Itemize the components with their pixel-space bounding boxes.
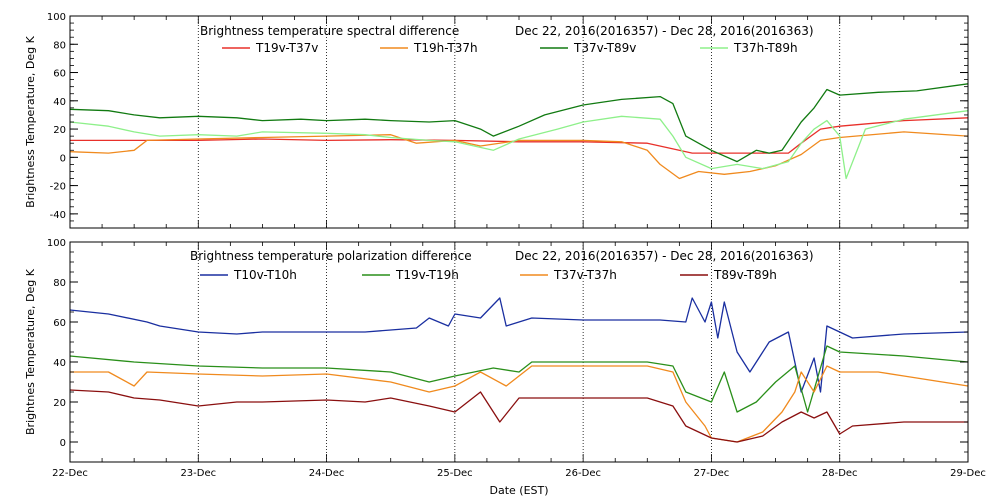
chart-title: Brightness temperature polarization diff… xyxy=(190,249,472,263)
legend-label: T19v-T37v xyxy=(255,41,318,55)
legend-label: T19v-T19h xyxy=(395,268,459,282)
y-axis-label: Brightness Temperature, Deg K xyxy=(24,35,37,207)
y-tick-label: 100 xyxy=(47,238,66,249)
y-tick-label: 40 xyxy=(53,97,66,108)
x-tick-label: 24-Dec xyxy=(309,468,345,479)
panel-2: 100 80 60 40 20 0 22-Dec 23-Dec 24-Dec 25-Dec 26-D… xyxy=(24,238,986,497)
series-line-2 xyxy=(69,131,969,180)
series-line-4 xyxy=(69,389,968,443)
y-tick-label: 20 xyxy=(53,125,66,136)
chart-date-range: Dec 22, 2016(2016357) - Dec 28, 2016(201… xyxy=(515,249,814,263)
y-tick-label: 0 xyxy=(60,153,66,164)
y-tick-label: 80 xyxy=(53,278,66,289)
y-tick-label: 80 xyxy=(53,40,66,51)
chart-title: Brightness temperature spectral differen… xyxy=(200,24,459,38)
y-axis-label: Brightnes Temperature, Deg K xyxy=(24,268,37,435)
series-line-3 xyxy=(69,83,969,163)
chart-date-range: Dec 22, 2016(2016357) - Dec 28, 2016(201… xyxy=(515,24,814,38)
x-tick-label: 25-Dec xyxy=(437,468,473,479)
plots: 100 80 60 40 20 0 -20 -40 Brightness Temperature… xyxy=(24,12,986,497)
x-axis-label: Date (EST) xyxy=(489,484,548,497)
y-tick-label: 60 xyxy=(53,318,66,329)
series-line-3 xyxy=(70,365,969,443)
y-tick-label: 20 xyxy=(53,398,66,409)
x-tick-label: 27-Dec xyxy=(694,468,730,479)
y-tick-label: 40 xyxy=(53,358,66,369)
y-tick-label: 100 xyxy=(47,12,66,23)
legend-label: T10v-T10h xyxy=(233,268,297,282)
legend-label: T37v-T37h xyxy=(553,268,617,282)
series-line-1 xyxy=(70,117,969,154)
y-tick-label: 60 xyxy=(53,69,66,80)
legend-label: T37v-T89v xyxy=(573,41,636,55)
y-tick-label: -20 xyxy=(50,182,66,193)
series-line-4 xyxy=(69,110,969,180)
x-tick-label: 26-Dec xyxy=(565,468,601,479)
x-tick-label: 23-Dec xyxy=(180,468,216,479)
legend-label: T89v-T89h xyxy=(713,268,777,282)
series-line-1 xyxy=(69,297,969,393)
legend-label: T19h-T37h xyxy=(413,41,478,55)
x-tick-label: 28-Dec xyxy=(822,468,858,479)
series-line-2 xyxy=(69,345,969,413)
legend-label: T37h-T89h xyxy=(733,41,798,55)
panel-1: 100 80 60 40 20 0 -20 -40 Brightness Temperature… xyxy=(24,12,969,229)
x-tick-label: 22-Dec xyxy=(52,468,88,479)
y-tick-label: -40 xyxy=(50,210,66,221)
x-tick-label: 29-Dec xyxy=(950,468,986,479)
y-tick-label: 0 xyxy=(60,438,66,449)
